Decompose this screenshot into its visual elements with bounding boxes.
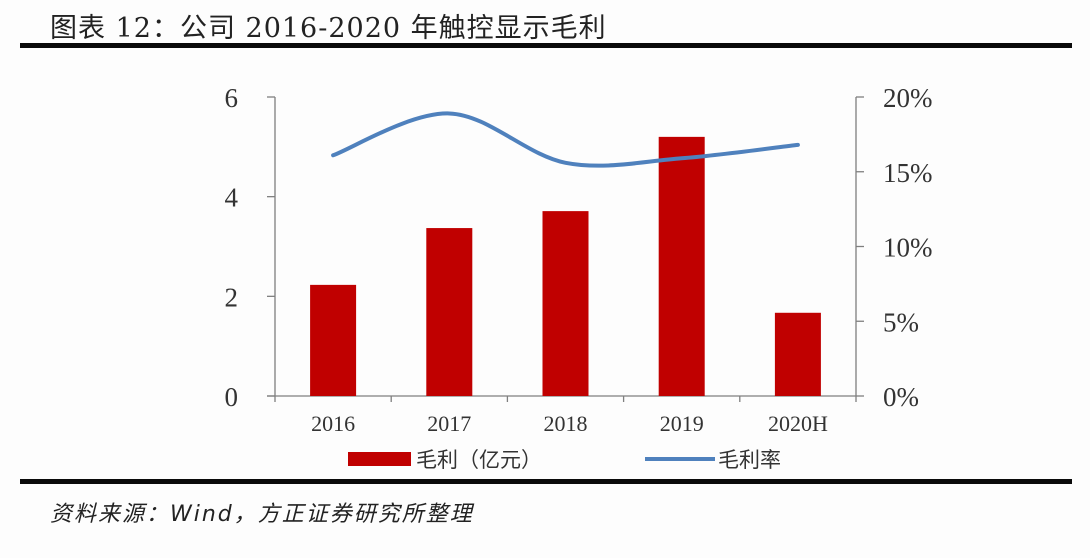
legend: 毛利（亿元） 毛利率 — [348, 448, 781, 472]
figure-title: 图表 12：公司 2016-2020 年触控显示毛利 — [50, 13, 607, 44]
legend-line-label: 毛利率 — [718, 448, 781, 472]
x-tick-label: 2020H — [768, 411, 828, 436]
bar — [426, 228, 473, 396]
line-series — [331, 111, 800, 168]
right-tick-label: 0% — [883, 382, 919, 412]
left-tick-label: 0 — [225, 382, 239, 412]
right-tick-label: 20% — [883, 83, 933, 113]
bar — [542, 211, 589, 396]
source-note: 资料来源：Wind，方正证券研究所整理 — [50, 502, 474, 527]
right-tick-label: 5% — [883, 307, 919, 337]
bar — [658, 136, 705, 396]
right-axis: 0% 5% 10% 15% 20% — [855, 83, 933, 412]
right-tick-label: 10% — [883, 233, 933, 263]
right-tick-label: 15% — [883, 158, 933, 188]
legend-bar-label: 毛利（亿元） — [416, 448, 542, 472]
left-tick-label: 4 — [225, 183, 239, 213]
left-axis: 0 2 4 6 — [225, 83, 276, 412]
bar — [310, 284, 357, 396]
title-rule — [20, 43, 1072, 48]
bar — [774, 312, 821, 396]
legend-bar-swatch — [348, 452, 411, 466]
x-tick-label: 2018 — [544, 411, 588, 436]
chart: 0 2 4 6 0% 5% 10% 15% 20% 2016 2017 2018 2019 2020H… — [225, 83, 933, 472]
x-axis: 2016 2017 2018 2019 2020H — [267, 395, 857, 436]
bar-series — [310, 136, 821, 396]
x-tick-label: 2016 — [311, 411, 355, 436]
left-tick-label: 2 — [225, 282, 239, 312]
x-tick-label: 2019 — [660, 411, 704, 436]
left-tick-label: 6 — [225, 83, 239, 113]
source-rule — [20, 479, 1072, 484]
x-tick-label: 2017 — [427, 411, 471, 436]
margin-line — [331, 111, 800, 168]
